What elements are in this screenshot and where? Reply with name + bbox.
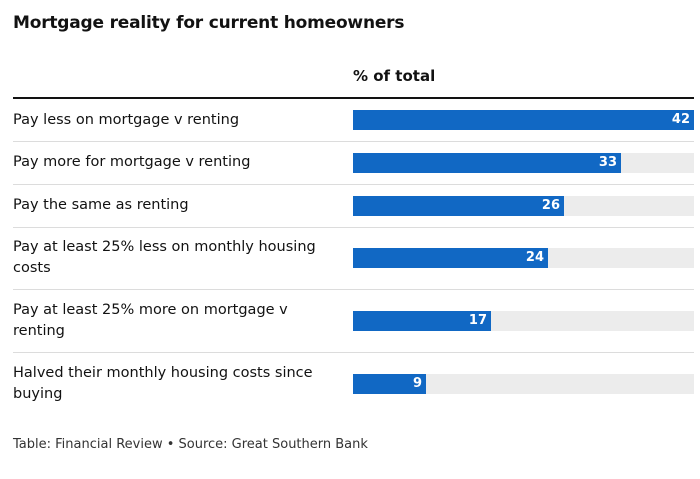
bar-track: 26 (353, 196, 694, 216)
bar-value-label: 42 (671, 112, 690, 127)
bar (353, 196, 564, 216)
row-label: Pay at least 25% more on mortgage v rent… (13, 301, 288, 339)
bar (353, 110, 694, 130)
bar-track: 24 (353, 248, 694, 268)
bar-track: 9 (353, 374, 694, 394)
chart-title: Mortgage reality for current homeowners (13, 13, 405, 33)
row-label: Pay more for mortgage v renting (13, 154, 251, 170)
row-label: Pay the same as renting (13, 197, 189, 213)
bar-value-label: 17 (468, 313, 487, 328)
bar (353, 311, 491, 331)
row-label: Pay less on mortgage v renting (13, 111, 240, 128)
column-header: % of total (353, 67, 436, 85)
bar-value-label: 26 (541, 198, 560, 213)
table-row: Pay more for mortgage v renting 33 (13, 141, 694, 185)
table-row: Pay less on mortgage v renting 42 (13, 99, 694, 142)
bar-value-label: 24 (525, 250, 544, 265)
row-label: Halved their monthly housing costs since… (13, 364, 313, 402)
bar (353, 153, 621, 173)
table-row: Halved their monthly housing costs since… (13, 352, 694, 415)
table-row: Pay the same as renting 26 (13, 184, 694, 228)
bar (353, 248, 548, 268)
bar (353, 374, 426, 394)
bar-track: 42 (353, 110, 694, 130)
bar-track: 33 (353, 153, 694, 173)
bar-value-label: 9 (412, 376, 422, 391)
source-footer: Table: Financial Review • Source: Great … (13, 437, 368, 452)
table-row: Pay at least 25% less on monthly housing… (13, 227, 694, 290)
bar-value-label: 33 (598, 155, 617, 170)
header-rule (13, 97, 694, 99)
table-row: Pay at least 25% more on mortgage v rent… (13, 289, 694, 353)
bar-track: 17 (353, 311, 694, 331)
row-label: Pay at least 25% less on monthly housing… (13, 239, 316, 276)
